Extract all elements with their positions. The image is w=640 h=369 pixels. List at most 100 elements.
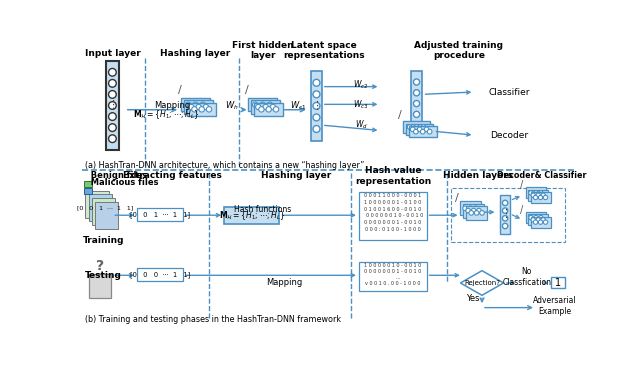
Circle shape [543,195,548,200]
Bar [106,61,118,150]
FancyBboxPatch shape [84,181,92,187]
Bar [500,195,509,234]
Circle shape [199,107,204,112]
FancyBboxPatch shape [84,188,92,194]
Text: /: / [456,193,460,203]
Circle shape [534,191,538,195]
Circle shape [109,90,116,98]
Circle shape [529,215,533,220]
FancyBboxPatch shape [92,198,115,225]
Circle shape [189,104,194,110]
Bar [248,98,277,111]
Text: (b) Training and testing phases in the HashTran-DNN framework: (b) Training and testing phases in the H… [84,315,341,324]
Circle shape [531,193,536,197]
Text: 0 0 0 0 0 0 1 0 - 0 0 1 0: 0 0 0 0 0 0 1 0 - 0 0 1 0 [362,214,423,218]
Text: $W_{c3}$: $W_{c3}$ [353,98,369,111]
Text: ?: ? [96,259,104,273]
Circle shape [413,111,420,117]
Circle shape [413,79,420,85]
Text: Hash value
representation: Hash value representation [355,166,431,186]
Circle shape [109,124,116,131]
Text: 0 0 0 1 1 0 0 0 - 0 0 0 1: 0 0 0 1 1 0 0 0 - 0 0 0 1 [364,193,421,198]
Text: $W_{c1}$: $W_{c1}$ [291,100,307,112]
Text: (a) HashTran-DNN architecture, which contains a new “hashing layer”: (a) HashTran-DNN architecture, which con… [84,161,364,170]
Circle shape [313,125,320,132]
FancyBboxPatch shape [90,274,111,299]
Circle shape [474,206,478,211]
Circle shape [186,102,191,107]
Text: Hidden layers: Hidden layers [443,172,513,180]
Circle shape [536,218,540,222]
Circle shape [534,215,538,220]
Circle shape [266,107,271,112]
Text: v 0 0 1 0 . 0 0 - 1 0 0 0: v 0 0 1 0 . 0 0 - 1 0 0 0 [365,281,420,286]
Bar [528,190,548,201]
Text: Mapping: Mapping [154,101,191,110]
Text: No
Classfication: No Classfication [502,267,551,286]
Bar [531,192,550,203]
Text: 0 0 0 0 0 0 0 1 - 0 0 1 0: 0 0 0 0 0 0 0 1 - 0 0 1 0 [364,269,421,274]
Circle shape [417,127,422,132]
Text: 0 1 0 0 1 6 0 0 - 0 0 1 0: 0 1 0 0 1 6 0 0 - 0 0 1 0 [364,207,421,211]
Circle shape [200,102,205,107]
Text: Testing: Testing [84,271,122,280]
Text: Hashing layer: Hashing layer [260,172,331,180]
Circle shape [196,104,202,110]
Circle shape [533,195,538,200]
Bar [463,204,484,218]
Circle shape [536,193,540,197]
Text: Hash functions: Hash functions [234,205,291,214]
Text: /: / [397,110,401,120]
Bar [531,217,550,228]
Bar [466,206,488,220]
Circle shape [543,220,548,224]
Text: Adversarial
Example: Adversarial Example [532,296,576,316]
Polygon shape [460,270,504,295]
Circle shape [529,191,533,195]
Circle shape [109,113,116,120]
Circle shape [263,104,268,110]
Text: 1: 1 [555,278,561,288]
Circle shape [407,125,412,130]
Bar [551,277,565,287]
Circle shape [109,68,116,76]
Text: /: / [245,86,249,96]
Circle shape [193,102,198,107]
Circle shape [538,195,543,200]
Circle shape [541,218,545,222]
Circle shape [413,100,420,107]
Text: [0   0   1  ···  1   1]: [0 0 1 ··· 1 1] [77,205,133,210]
Text: Input layer: Input layer [84,49,140,58]
Circle shape [463,206,467,211]
Circle shape [533,220,538,224]
Bar [406,124,433,135]
Text: Training: Training [83,236,124,245]
Circle shape [253,102,258,107]
Circle shape [502,208,508,213]
Circle shape [502,223,508,229]
Bar [460,201,481,215]
Bar [451,188,565,242]
Text: $W_h$: $W_h$ [225,100,239,112]
Circle shape [474,211,479,215]
Text: ⋮: ⋮ [311,101,322,111]
Bar [181,98,210,111]
Circle shape [192,107,197,112]
Text: $W_d$: $W_d$ [355,119,367,131]
Circle shape [469,211,474,215]
Text: Decoder: Decoder [490,131,528,139]
FancyBboxPatch shape [88,194,111,221]
Text: Adjusted training
procedure: Adjusted training procedure [415,41,504,60]
Bar [528,214,548,225]
Circle shape [539,215,543,220]
Text: [0   0   0  ···  1   1]: [0 0 0 ··· 1 1] [130,271,190,278]
Text: /: / [520,205,524,215]
Circle shape [313,79,320,86]
Circle shape [270,104,276,110]
Text: Hashing layer: Hashing layer [161,49,230,58]
Circle shape [109,79,116,87]
Text: Extracting features: Extracting features [123,172,222,180]
Text: ⋮: ⋮ [107,100,118,110]
Text: Yes: Yes [466,294,479,303]
Text: $W_{c2}$: $W_{c2}$ [353,78,369,90]
